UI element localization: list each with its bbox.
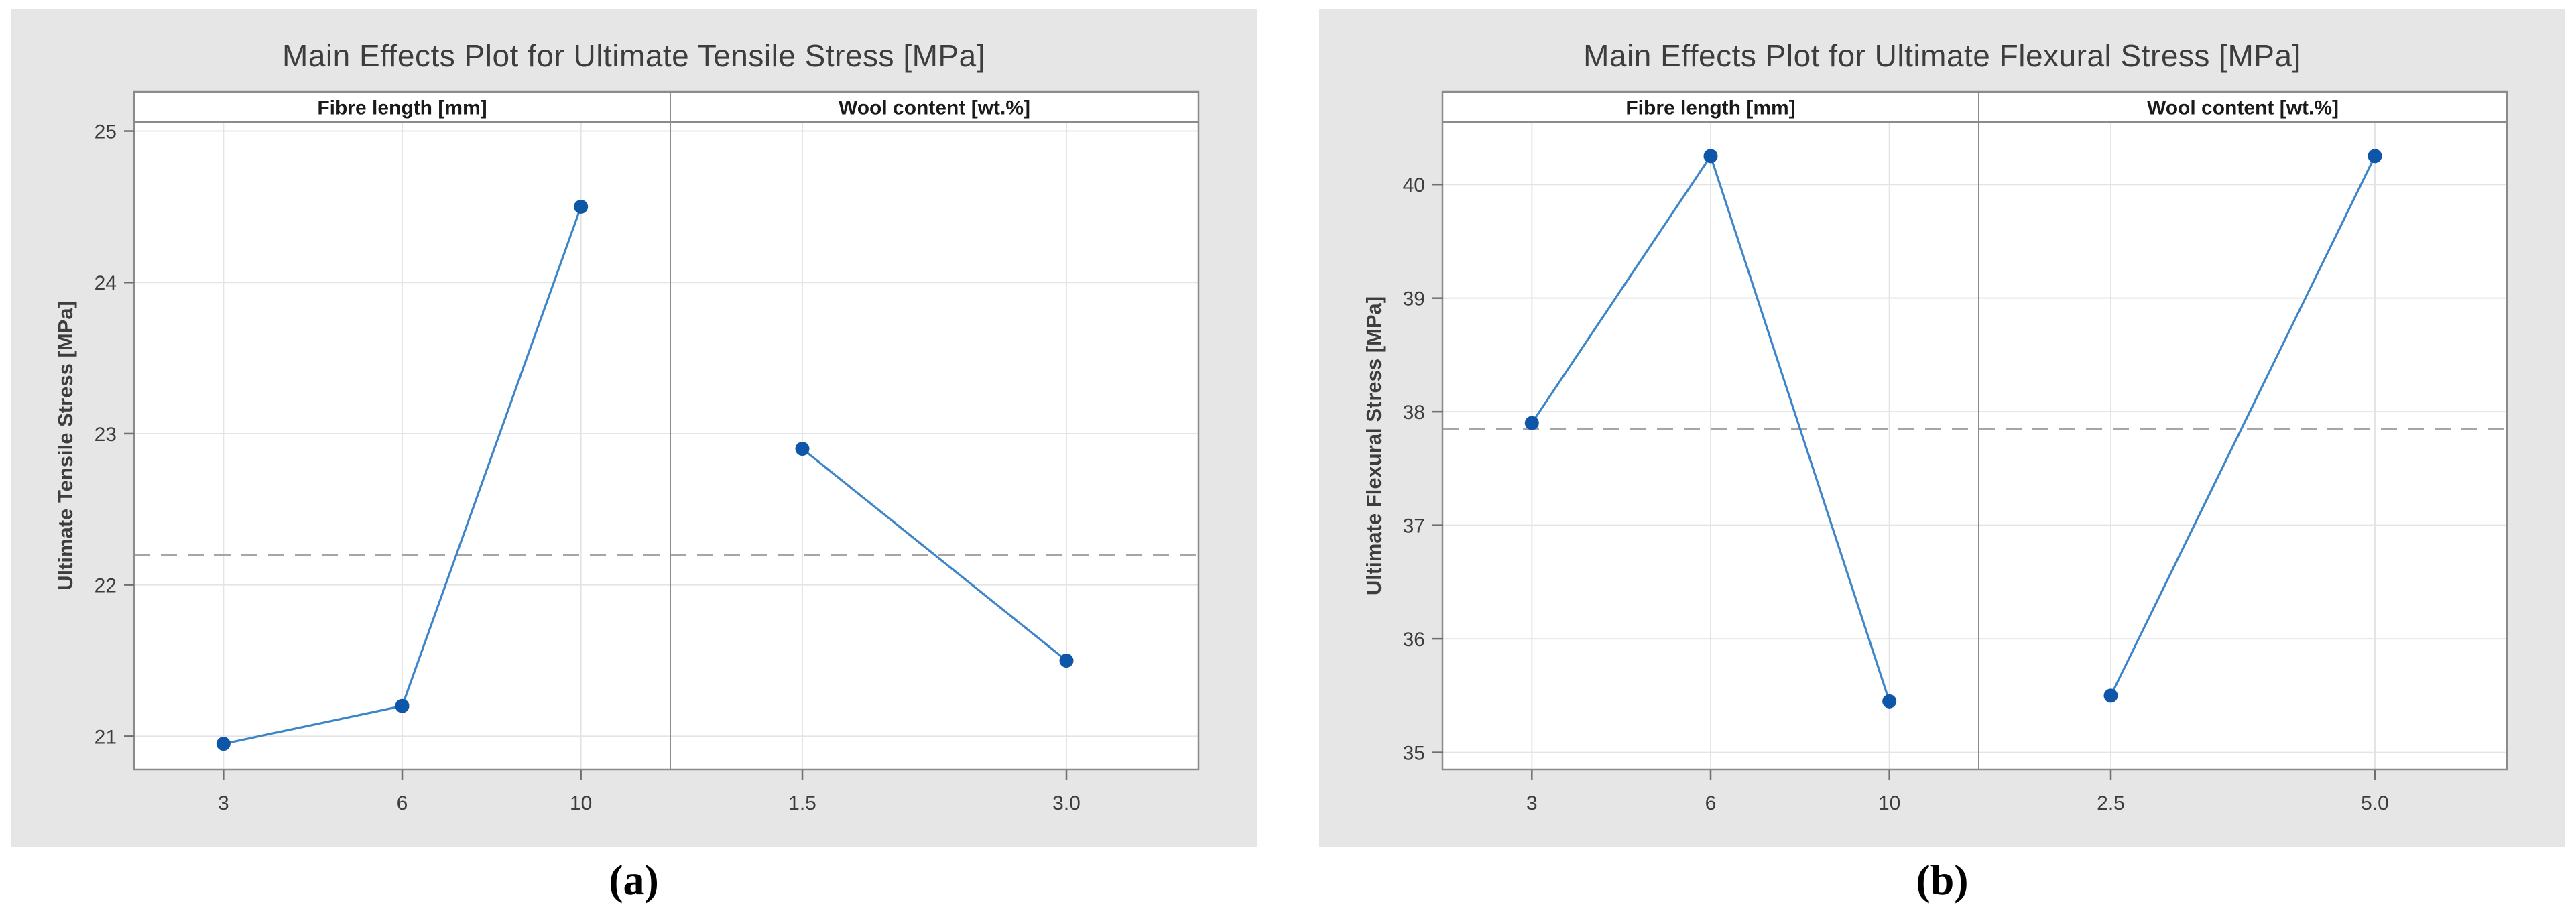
y-tick-label: 21 [95, 726, 117, 748]
chart-title-a: Main Effects Plot for Ultimate Tensile S… [282, 38, 985, 73]
y-tick-label: 35 [1403, 743, 1425, 765]
y-axis-title: Ultimate Flexural Stress [MPa] [1362, 296, 1386, 595]
x-tick-label: 1.5 [788, 792, 816, 814]
data-point [216, 737, 231, 751]
plot-frame [1441, 90, 2508, 771]
series-line [801, 448, 1068, 662]
data-point [1524, 416, 1539, 430]
panel-label: Wool content [wt.%] [2147, 97, 2339, 119]
x-tick-label: 2.5 [2097, 792, 2125, 814]
data-point [1059, 653, 1074, 668]
figure-a-caption: (a) [609, 856, 659, 904]
figure-a: Main Effects Plot for Ultimate Tensile S… [11, 9, 1257, 905]
chart-title-b: Main Effects Plot for Ultimate Flexural … [1583, 38, 2301, 73]
chart-canvas-a: 21 22 23 24 25 3 6 10 Fibre length [mm] 1.5 3.0 Woo… [54, 90, 1200, 814]
x-tick-label: 10 [570, 792, 592, 814]
figure-b-card: Main Effects Plot for Ultimate Flexural … [1319, 9, 2565, 847]
data-point [795, 442, 810, 456]
figure-b-caption: (b) [1916, 856, 1969, 904]
y-tick-label: 40 [1403, 174, 1425, 196]
plot-frame [133, 90, 1200, 771]
y-tick-label: 25 [95, 121, 117, 143]
figure-a-card: Main Effects Plot for Ultimate Tensile S… [11, 9, 1257, 847]
series-line [2109, 156, 2376, 696]
panel-label: Wool content [wt.%] [839, 97, 1030, 119]
plot-background [134, 92, 1199, 770]
data-point [2103, 688, 2118, 703]
y-tick-label: 23 [95, 424, 117, 446]
y-tick-label: 39 [1403, 288, 1425, 310]
x-tick-label: 3.0 [1052, 792, 1081, 814]
data-point [1882, 694, 1897, 709]
x-tick-label: 6 [397, 792, 408, 814]
x-tick-label: 3 [218, 792, 229, 814]
data-point [395, 698, 410, 713]
y-tick-label: 38 [1403, 402, 1425, 424]
x-tick-label: 10 [1878, 792, 1900, 814]
y-tick-label: 22 [95, 575, 117, 597]
data-point [574, 199, 589, 214]
figure-b: Main Effects Plot for Ultimate Flexural … [1319, 9, 2565, 905]
panel-label: Fibre length [mm] [317, 97, 487, 119]
panel-label: Fibre length [mm] [1626, 97, 1795, 119]
y-axis-title: Ultimate Tensile Stress [MPa] [54, 301, 77, 591]
y-tick-label: 37 [1403, 515, 1425, 538]
x-tick-label: 5.0 [2361, 792, 2389, 814]
y-tick-label: 24 [95, 272, 117, 294]
plot-background [1443, 92, 2507, 770]
y-tick-label: 36 [1403, 629, 1425, 651]
x-tick-label: 6 [1705, 792, 1717, 814]
data-point [2368, 149, 2382, 164]
data-point [1703, 149, 1718, 164]
x-tick-label: 3 [1526, 792, 1538, 814]
